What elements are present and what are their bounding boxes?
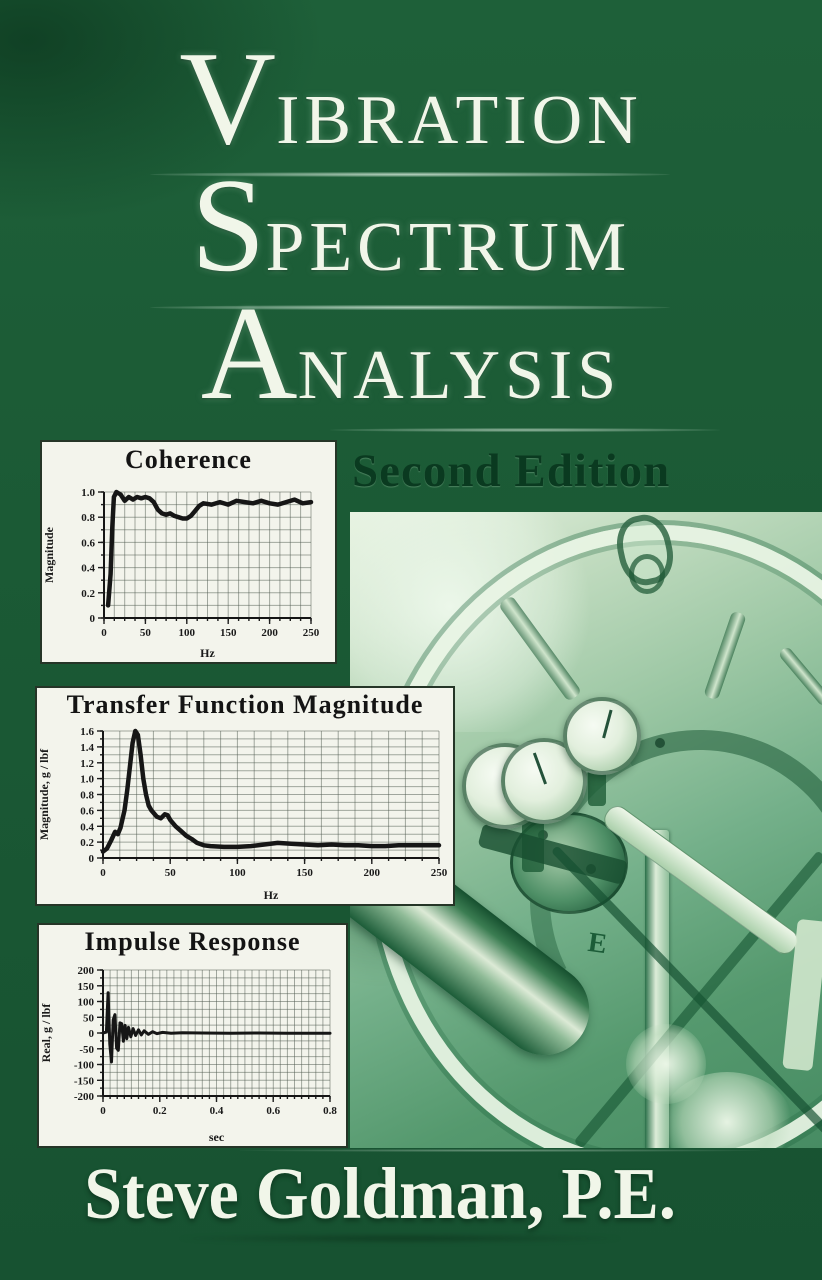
bolt-icon <box>655 738 665 748</box>
svg-text:0.4: 0.4 <box>210 1105 224 1117</box>
svg-text:sec: sec <box>209 1130 225 1144</box>
svg-text:Magnitude, g / lbf: Magnitude, g / lbf <box>37 748 51 840</box>
svg-text:Hz: Hz <box>264 888 279 902</box>
svg-text:0.2: 0.2 <box>80 837 94 849</box>
title-initial: S <box>190 151 266 299</box>
svg-text:0.4: 0.4 <box>80 821 94 833</box>
title-initial: V <box>179 24 277 172</box>
svg-text:250: 250 <box>431 867 448 879</box>
title-rest: ibration <box>276 82 643 159</box>
svg-text:50: 50 <box>140 627 152 639</box>
svg-text:0: 0 <box>100 867 106 879</box>
edition-label: Second Edition <box>352 445 671 497</box>
svg-text:1.4: 1.4 <box>80 742 94 754</box>
svg-text:150: 150 <box>296 867 313 879</box>
pressure-gauge-icon <box>563 697 641 775</box>
svg-text:0.8: 0.8 <box>323 1105 337 1117</box>
svg-text:200: 200 <box>261 627 278 639</box>
svg-text:150: 150 <box>78 981 95 993</box>
svg-text:100: 100 <box>229 867 246 879</box>
title-divider <box>150 172 670 177</box>
gauge-needle <box>532 752 547 785</box>
svg-text:200: 200 <box>78 965 95 977</box>
svg-text:0.4: 0.4 <box>81 563 95 575</box>
chart-title: Transfer Function Magnitude <box>66 690 424 719</box>
title-initial: A <box>200 279 298 427</box>
svg-text:0.2: 0.2 <box>153 1105 167 1117</box>
svg-text:-50: -50 <box>79 1044 94 1056</box>
svg-text:0: 0 <box>101 627 107 639</box>
svg-text:1.6: 1.6 <box>80 726 94 738</box>
svg-text:0.6: 0.6 <box>266 1105 280 1117</box>
title-line-analysis: Analysis <box>0 286 822 420</box>
photo-highlight <box>626 1024 706 1104</box>
svg-text:250: 250 <box>303 627 320 639</box>
svg-text:100: 100 <box>179 627 196 639</box>
author-divider <box>240 1149 760 1152</box>
svg-text:-150: -150 <box>74 1075 95 1087</box>
svg-text:0: 0 <box>100 1105 106 1117</box>
title-rest: nalysis <box>297 337 622 414</box>
title-line-vibration: Vibration <box>0 31 822 165</box>
svg-text:50: 50 <box>165 867 177 879</box>
transfer-function-chart-panel: Transfer Function Magnitude 0 50 100 150 200… <box>35 686 455 906</box>
svg-text:1.0: 1.0 <box>81 487 95 499</box>
hatch-clamp-nut <box>629 554 665 594</box>
svg-text:0.8: 0.8 <box>80 790 94 802</box>
svg-text:100: 100 <box>78 997 95 1009</box>
svg-text:0.8: 0.8 <box>81 512 95 524</box>
svg-text:0.6: 0.6 <box>80 805 94 817</box>
svg-text:0: 0 <box>89 853 95 865</box>
svg-text:50: 50 <box>83 1012 95 1024</box>
svg-text:0.6: 0.6 <box>81 537 95 549</box>
coherence-chart-panel: Coherence 0 50 100 150 200 250 0 0.2 0.4 0.6 0.8 1.… <box>40 440 337 664</box>
svg-text:150: 150 <box>220 627 237 639</box>
svg-text:0.2: 0.2 <box>81 588 95 600</box>
impulse-response-chart-panel: Impulse Response 0 0.2 0.4 0.6 0.8 -200 -150 -1… <box>37 923 348 1148</box>
gauge-needle <box>602 710 613 740</box>
author-name: Steve Goldman, P.E. <box>84 1153 676 1234</box>
svg-text:1.2: 1.2 <box>80 758 94 770</box>
coherence-chart: 0 50 100 150 200 250 0 0.2 0.4 0.6 0.8 1.0 Hz Magnitu… <box>42 487 320 660</box>
svg-text:1.0: 1.0 <box>80 774 94 786</box>
title-line-spectrum: Spectrum <box>0 158 822 292</box>
svg-text:-200: -200 <box>74 1091 95 1103</box>
impulse-response-chart: 0 0.2 0.4 0.6 0.8 -200 -150 -100 -50 0 50 100 150 200… <box>39 965 337 1144</box>
title-rest: pectrum <box>265 209 632 286</box>
svg-text:Magnitude: Magnitude <box>42 526 56 583</box>
svg-text:0: 0 <box>90 613 96 625</box>
svg-text:Hz: Hz <box>200 646 215 660</box>
title-divider <box>330 428 720 432</box>
chart-title: Impulse Response <box>84 927 301 956</box>
transfer-function-chart: 0 50 100 150 200 250 0 0.2 0.4 0.6 0.8 1.0 1.2 1.4 1.6… <box>37 726 448 902</box>
chart-title: Coherence <box>125 445 252 474</box>
svg-text:Real, g / lbf: Real, g / lbf <box>39 1003 53 1063</box>
svg-text:-100: -100 <box>74 1060 95 1072</box>
svg-text:0: 0 <box>89 1028 95 1040</box>
svg-text:200: 200 <box>364 867 381 879</box>
title-divider <box>150 305 670 310</box>
machinery-photo: E <box>350 512 822 1148</box>
author-shadow <box>180 1234 620 1243</box>
